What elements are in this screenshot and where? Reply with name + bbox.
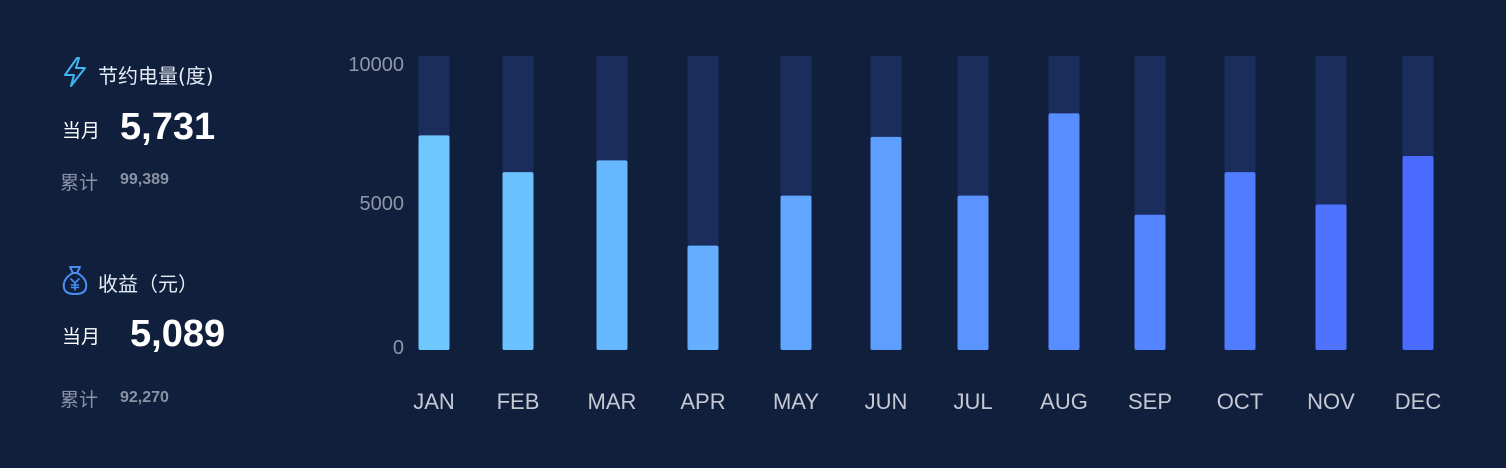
y-tick-label: 10000 xyxy=(348,54,404,76)
x-tick-label: APR xyxy=(680,389,725,414)
revenue-total-value: 92,270 xyxy=(120,389,169,406)
y-tick-label: 0 xyxy=(393,337,404,359)
x-tick-label: MAY xyxy=(773,389,819,414)
monthly-bar-chart: 10000 5000 0 JAN FEB MAR APR MAY JUN JUL AUG SEP OC… xyxy=(348,54,1441,414)
energy-total-label: 累计 xyxy=(60,172,99,194)
revenue-title-row: 收益（元） xyxy=(60,264,198,301)
energy-month-label: 当月 xyxy=(62,120,101,142)
energy-title-row: 节约电量(度) xyxy=(60,56,214,93)
energy-title: 节约电量(度) xyxy=(98,64,214,88)
revenue-month-value: 5,089 xyxy=(130,313,226,355)
x-axis: JAN FEB MAR APR MAY JUN JUL AUG SEP OCT NOV DEC xyxy=(413,389,1441,414)
bar-feb[interactable] xyxy=(502,172,534,350)
bar-oct[interactable] xyxy=(1224,172,1256,350)
x-tick-label: MAR xyxy=(588,389,637,414)
bar-nov[interactable] xyxy=(1315,204,1347,350)
y-tick-label: 5000 xyxy=(360,193,405,215)
x-tick-label: OCT xyxy=(1217,389,1263,414)
x-tick-label: JUN xyxy=(865,389,908,414)
bars-group xyxy=(418,56,1434,350)
y-axis: 10000 5000 0 xyxy=(348,54,404,359)
bar-mar[interactable] xyxy=(596,160,628,350)
revenue-total-label: 累计 xyxy=(60,389,99,411)
energy-month-value: 5,731 xyxy=(120,106,216,148)
x-tick-label: JAN xyxy=(413,389,455,414)
x-tick-label: SEP xyxy=(1128,389,1172,414)
stats-panel: 节约电量(度) 当月 5,731 累计 99,389 收益（元） 当月 5,08… xyxy=(0,0,300,468)
bar-jul[interactable] xyxy=(957,195,989,350)
energy-total-value: 99,389 xyxy=(120,171,169,188)
money-bag-icon xyxy=(60,264,98,301)
bar-may[interactable] xyxy=(780,195,812,350)
x-tick-label: AUG xyxy=(1040,389,1088,414)
revenue-title: 收益（元） xyxy=(98,272,198,296)
revenue-month-label: 当月 xyxy=(62,326,101,348)
bar-apr[interactable] xyxy=(687,245,719,350)
bar-jan[interactable] xyxy=(418,135,450,350)
x-tick-label: FEB xyxy=(497,389,540,414)
bar-sep[interactable] xyxy=(1134,214,1166,350)
x-tick-label: NOV xyxy=(1307,389,1355,414)
bar-jun[interactable] xyxy=(870,136,902,350)
x-tick-label: JUL xyxy=(953,389,992,414)
bar-dec[interactable] xyxy=(1402,155,1434,350)
x-tick-label: DEC xyxy=(1395,389,1442,414)
lightning-icon xyxy=(60,56,98,93)
bar-aug[interactable] xyxy=(1048,113,1080,350)
